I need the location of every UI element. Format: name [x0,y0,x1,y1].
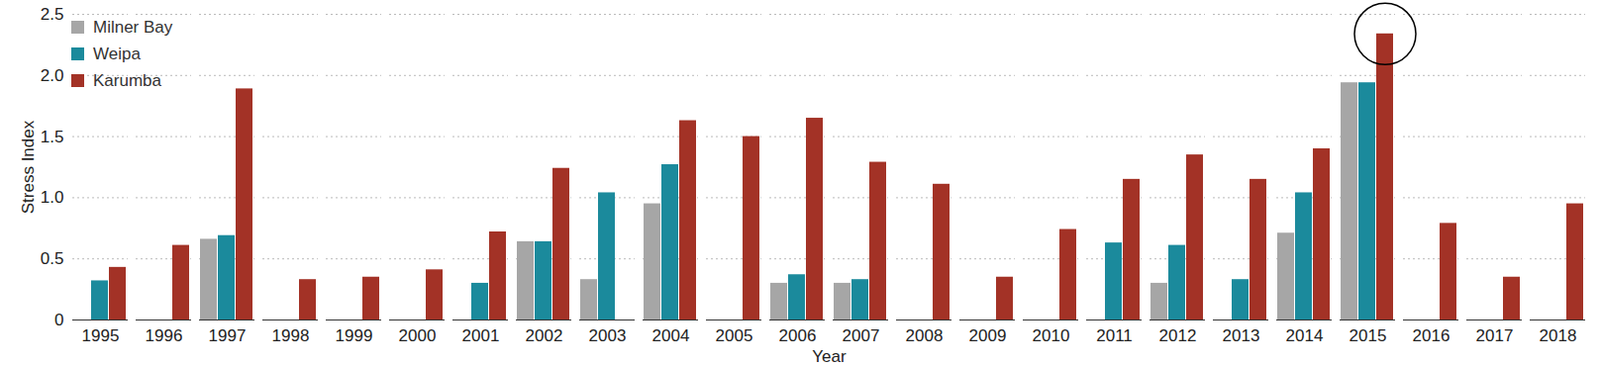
svg-text:2011: 2011 [1096,326,1133,346]
svg-text:2005: 2005 [715,326,754,346]
svg-text:2016: 2016 [1412,326,1451,346]
svg-text:2007: 2007 [842,326,881,346]
svg-text:2006: 2006 [779,326,817,346]
svg-text:2004: 2004 [652,326,691,346]
svg-text:2012: 2012 [1159,326,1198,346]
svg-text:2013: 2013 [1222,326,1261,346]
svg-text:2014: 2014 [1286,326,1324,346]
svg-text:2.0: 2.0 [40,66,65,86]
svg-text:2001: 2001 [462,326,500,346]
svg-text:2009: 2009 [969,326,1007,346]
svg-text:1995: 1995 [82,326,120,346]
svg-text:0: 0 [54,310,64,330]
svg-text:2008: 2008 [905,326,944,346]
svg-text:2018: 2018 [1539,326,1578,346]
html-text:Karumba: Karumba [93,71,162,91]
svg-text:2015: 2015 [1349,326,1388,346]
svg-text:Stress Index: Stress Index [18,119,38,214]
html-text:Milner Bay: Milner Bay [93,17,173,37]
svg-text:2002: 2002 [525,326,564,346]
svg-text:2000: 2000 [399,326,437,346]
svg-text:1998: 1998 [272,326,310,346]
svg-text:Year: Year [811,347,847,365]
svg-text:0.5: 0.5 [40,249,65,269]
svg-text:2003: 2003 [589,326,627,346]
svg-text:1.5: 1.5 [40,127,65,147]
svg-text:2010: 2010 [1032,326,1071,346]
svg-text:2.5: 2.5 [40,4,65,24]
html-text:Weipa: Weipa [93,44,141,64]
svg-text:1.0: 1.0 [40,188,65,207]
svg-text:1996: 1996 [145,326,184,346]
svg-text:1997: 1997 [208,326,247,346]
svg-text:1999: 1999 [335,326,374,346]
svg-text:2017: 2017 [1476,326,1514,346]
